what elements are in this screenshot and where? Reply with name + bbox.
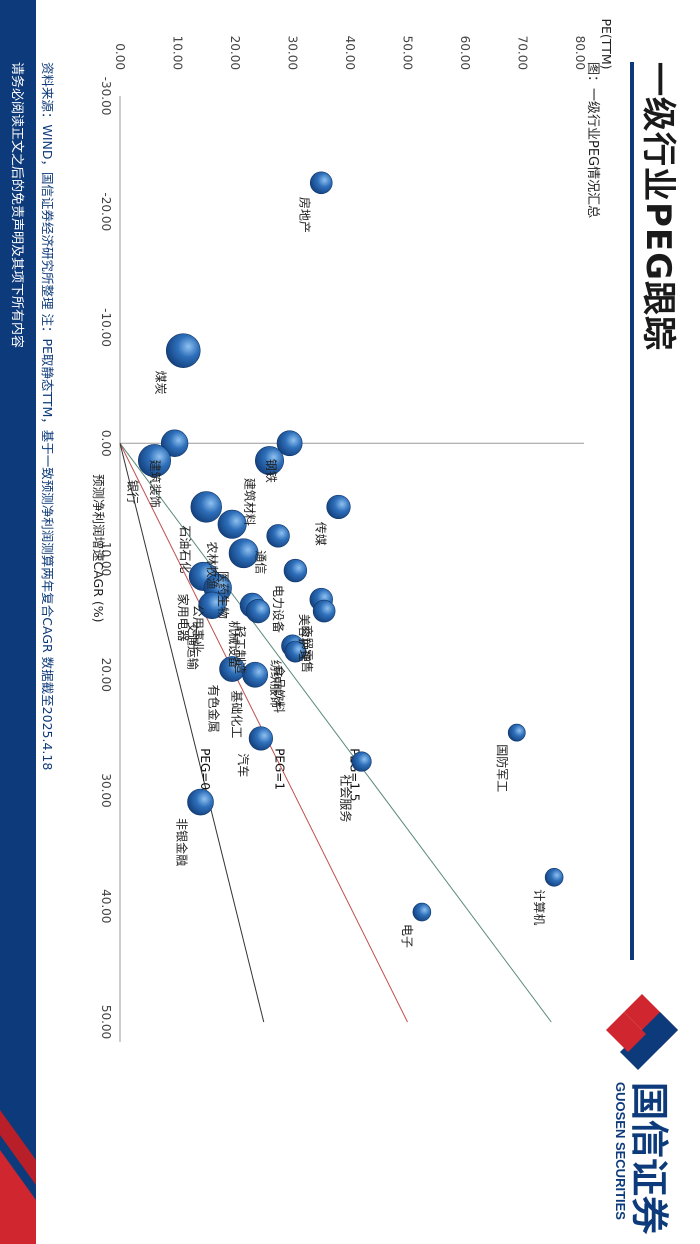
bubble: [198, 591, 226, 619]
bubble: [160, 429, 189, 457]
company-logo: 国信证券 GUOSEN SECURITIES: [602, 990, 682, 1234]
peg-line: [119, 443, 265, 1023]
bubble: [544, 868, 564, 887]
bubble-label: 美容护理: [297, 614, 312, 662]
x-tick-label: -20.00: [99, 192, 113, 231]
bubble: [284, 640, 307, 663]
bubble: [351, 751, 372, 772]
bubble-label: 传媒: [314, 522, 329, 546]
bubble-label: 计算机: [532, 889, 547, 925]
y-axis-label: PE(TTM): [599, 18, 614, 69]
bubble-label: 房地产: [297, 197, 312, 233]
bubble: [255, 446, 285, 476]
bubble-label: 农林牧渔: [205, 541, 219, 589]
bubble-label: 商贸零售: [300, 625, 315, 673]
bubble-label: 石油石化: [178, 525, 192, 573]
bubble-label: 社会服务: [339, 774, 354, 822]
x-tick-label: 20.00: [99, 658, 113, 692]
bubble-label: 煤炭: [153, 371, 167, 395]
footer-bar: 请务必阅读正文之后的免责声明及其项下所有内容: [0, 0, 36, 1244]
bubbles: [138, 171, 564, 922]
bubble: [276, 430, 303, 457]
y-tick-label: 30.00: [286, 36, 300, 70]
bubble: [138, 444, 172, 478]
peg-line: [119, 442, 552, 1023]
footer-accent-shape: [0, 1110, 36, 1244]
y-tick-label: 20.00: [228, 36, 242, 70]
x-axis-label: 预测净利润增速CAGR (%): [91, 474, 106, 623]
bubble: [217, 509, 247, 539]
y-tick-label: 70.00: [516, 36, 530, 70]
bubble-label: 国防军工: [495, 744, 510, 792]
bubble-label: 轻工制造: [233, 626, 247, 674]
guosen-logo-mark-icon: [606, 994, 678, 1070]
bubble-label: 有色金属: [207, 685, 222, 733]
y-tick-label: 40.00: [343, 36, 357, 70]
disclaimer-text: 请务必阅读正文之后的免责声明及其项下所有内容: [9, 62, 24, 349]
bubble: [412, 902, 432, 922]
bubble: [248, 726, 273, 751]
bubble-label: 纺织服饰: [269, 660, 283, 708]
y-tick-label: 60.00: [458, 36, 472, 70]
x-tick-label: -30.00: [99, 77, 113, 116]
bubble-label: 银行: [125, 480, 139, 504]
bubble: [165, 333, 201, 368]
bubble-label: 电子: [400, 924, 414, 948]
bubble-label: 家用电器: [176, 594, 191, 642]
bubble-label: 公用事业: [191, 605, 205, 653]
bubble: [326, 494, 351, 520]
plot-frame: [119, 96, 584, 1042]
bubble: [228, 538, 259, 569]
peg-line-label: PEG=0.5: [198, 748, 212, 801]
x-tick-label: -10.00: [99, 308, 113, 347]
bubble-label: 交通运输: [186, 622, 201, 670]
y-tick-label: 10.00: [171, 36, 185, 70]
bubble-label: 非银金融: [175, 818, 190, 866]
source-note: 资料来源：WIND，国信证券经济研究所整理 注：PE取静态TTM，基于一致预测净…: [40, 62, 55, 771]
bubble-label: 基础化工: [230, 690, 244, 738]
bubble-label: 钢铁: [264, 459, 278, 483]
x-tick-label: 50.00: [99, 1005, 113, 1039]
bubble: [283, 558, 308, 583]
bubble: [242, 661, 269, 688]
bubble-label: 机械设备: [227, 621, 242, 669]
y-tick-label: 80.00: [573, 36, 587, 70]
axis-ticks: -30.00 -20.00 -10.00 0.00 10.00 20.00 30.00 40.…: [99, 36, 587, 1040]
x-tick-label: 30.00: [99, 773, 113, 807]
x-tick-label: 40.00: [99, 889, 113, 923]
y-tick-label: 50.00: [401, 36, 415, 70]
bubble: [507, 723, 526, 742]
bubble: [187, 788, 214, 816]
bubble-label: 食品饮料: [272, 665, 287, 713]
y-tick-label: 0.00: [113, 43, 127, 70]
bubble-label: 电力设备: [271, 585, 285, 633]
bubble-label: 汽车: [236, 753, 251, 777]
bubble-label: 医药生物: [216, 571, 230, 619]
bubble: [190, 491, 222, 523]
bubble: [309, 171, 333, 195]
bubble: [312, 599, 336, 623]
bubble-label: 建筑装饰: [148, 460, 163, 508]
x-tick-label: 0.00: [99, 430, 113, 457]
peg-line-label: PEG=1: [273, 748, 287, 790]
bubble-label: 通信: [254, 550, 268, 574]
bubble: [245, 598, 271, 624]
bubble: [266, 524, 290, 548]
x-tick-label: 10.00: [99, 542, 113, 576]
bubble-label: 建筑材料: [242, 478, 257, 526]
